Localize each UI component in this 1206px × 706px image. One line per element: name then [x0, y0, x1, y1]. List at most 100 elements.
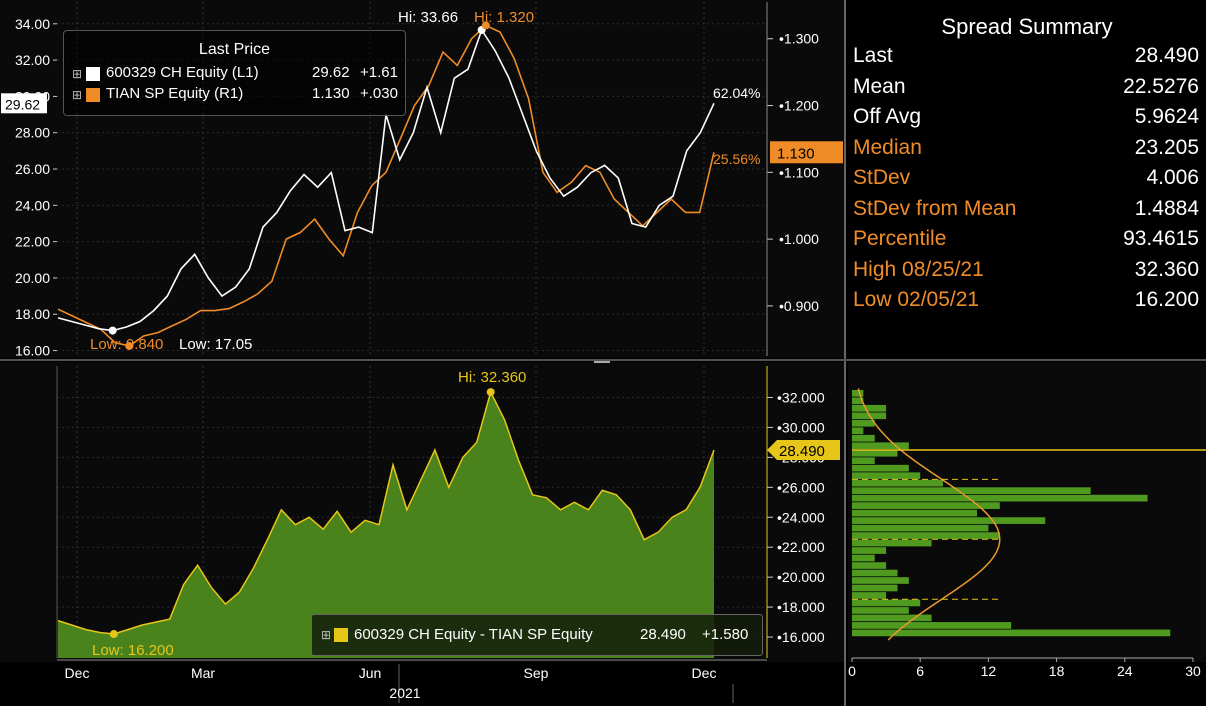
histogram-bar	[852, 397, 864, 405]
summary-row: Median 23.205	[853, 136, 1199, 166]
expand-icon[interactable]: ⊞	[321, 628, 332, 642]
histogram-bar	[852, 622, 1012, 629]
histogram-bar	[852, 449, 898, 457]
time-axis-tick-label: Mar	[191, 665, 215, 681]
spread-legend-value: 28.490	[640, 626, 686, 643]
summary-label: Percentile	[853, 227, 947, 250]
legend-series-change: +.030	[360, 85, 398, 102]
last-value-badge-left	[1, 93, 47, 114]
histogram-bar	[852, 629, 1171, 637]
high-label-600329: Hi: 33.66	[398, 9, 458, 26]
legend-series-name: TIAN SP Equity (R1)	[106, 85, 244, 102]
histogram-bar	[852, 562, 887, 569]
histogram-x-tick-label: 30	[1185, 663, 1201, 679]
legend-row-tian[interactable]: ⊞ TIAN SP Equity (R1) 1.130 +.030	[72, 85, 402, 105]
summary-row: StDev 4.006	[853, 166, 1199, 196]
spread-summary-title: Spread Summary	[941, 14, 1113, 39]
legend-series-value: 1.130	[312, 85, 350, 102]
left-axis-tick-label: 18.00	[15, 306, 50, 322]
summary-value: 93.4615	[1123, 227, 1199, 250]
spread-axis-tick-label: •32.000	[777, 389, 825, 405]
low-marker-600329	[108, 326, 117, 335]
histogram-bar	[852, 509, 978, 517]
expand-icon[interactable]: ⊞	[72, 67, 83, 81]
spread-legend[interactable]: ⊞ 600329 CH Equity - TIAN SP Equity 28.4…	[311, 614, 763, 656]
histogram-x-tick-label: 18	[1049, 663, 1065, 679]
histogram-bar	[852, 524, 989, 532]
spread-high-marker	[486, 388, 495, 397]
price-legend: Last Price ⊞ 600329 CH Equity (L1) 29.62…	[63, 30, 406, 116]
histogram-bar	[852, 532, 1000, 539]
legend-swatch-white	[86, 67, 100, 81]
histogram-bar	[852, 389, 864, 397]
histogram-bar	[852, 569, 898, 577]
summary-value: 4.006	[1146, 166, 1199, 189]
histogram-normal-curve	[857, 388, 1001, 641]
year-label: 2021	[389, 685, 420, 701]
histogram-bar	[852, 614, 932, 622]
histogram-bar	[852, 599, 921, 607]
summary-value: 22.5276	[1123, 74, 1199, 98]
last-value-label-right: 1.130	[777, 145, 815, 162]
histogram-x-tick-label: 24	[1117, 663, 1133, 679]
expand-icon[interactable]: ⊞	[72, 88, 83, 102]
summary-value: 1.4884	[1134, 196, 1199, 220]
summary-label: StDev	[853, 166, 911, 189]
left-axis-tick-label: 28.00	[15, 125, 50, 141]
summary-label: Last	[853, 44, 893, 67]
right-axis-tick-label: •1.300	[779, 31, 819, 47]
summary-row: Low 02/05/21 16.200	[853, 288, 1199, 318]
price-legend-title: Last Price	[198, 41, 271, 58]
low-label-tian: Low: 0.840	[90, 336, 163, 353]
histogram-bar	[852, 404, 887, 412]
histogram-bar	[852, 472, 921, 480]
spread-area-fill	[58, 392, 714, 658]
left-axis-tick-label: 20.00	[15, 270, 50, 286]
spread-axis-tick-label: •20.000	[777, 569, 825, 585]
pct-label-tian: 25.56%	[713, 151, 760, 167]
left-axis-tick-label: 24.00	[15, 197, 50, 213]
histogram-bar	[852, 442, 909, 450]
histogram-bar	[852, 427, 864, 435]
spread-summary-panel: Spread Summary Last 28.490 Mean 22.5276 Off …	[848, 0, 1206, 358]
summary-value: 32.360	[1134, 257, 1199, 281]
spread-legend-name: 600329 CH Equity - TIAN SP Equity	[354, 626, 593, 643]
histogram-x-tick-label: 6	[916, 663, 924, 679]
right-axis-tick-label: •1.200	[779, 98, 819, 114]
low-label-600329: Low: 17.05	[179, 336, 252, 353]
histogram-bar	[852, 502, 1000, 509]
last-value-label-left: 29.62	[5, 96, 40, 112]
histogram-bar	[852, 457, 875, 465]
legend-row-600329[interactable]: ⊞ 600329 CH Equity (L1) 29.62 +1.61	[72, 64, 402, 84]
summary-label: Mean	[853, 74, 906, 98]
left-axis-tick-label: 34.00	[15, 16, 50, 32]
series-line-tian	[57, 24, 715, 347]
spread-high-label: Hi: 32.360	[458, 369, 526, 386]
spread-last-badge	[767, 440, 840, 461]
histogram-x-tick-label: 0	[848, 663, 856, 679]
histogram-bar	[852, 487, 1091, 494]
histogram-bar	[852, 547, 887, 554]
summary-label: Low 02/05/21	[853, 288, 980, 311]
spread-area-line	[57, 390, 715, 635]
summary-label: High 08/25/21	[853, 257, 984, 281]
histogram-bar	[852, 479, 943, 487]
spread-axis-tick-label: •30.000	[777, 419, 825, 435]
spread-axis-tick-label: •24.000	[777, 509, 825, 525]
left-axis-tick-label: 32.00	[15, 52, 50, 68]
histogram-bar	[852, 419, 875, 427]
histogram-bar	[852, 494, 1148, 502]
histogram-bar	[852, 584, 898, 592]
histogram-bar	[852, 554, 875, 562]
summary-label: Median	[853, 135, 922, 159]
spread-legend-swatch	[334, 628, 348, 642]
summary-label: StDev from Mean	[853, 196, 1017, 220]
summary-value: 16.200	[1134, 288, 1199, 311]
spread-axis-tick-label: •26.000	[777, 479, 825, 495]
left-axis-tick-label: 22.00	[15, 234, 50, 250]
spread-low-label: Low: 16.200	[92, 642, 174, 659]
spread-legend-change: +1.580	[702, 626, 749, 643]
time-axis-tick-label: Sep	[524, 665, 549, 681]
histogram-bar	[852, 464, 909, 472]
summary-row: StDev from Mean 1.4884	[853, 197, 1199, 227]
